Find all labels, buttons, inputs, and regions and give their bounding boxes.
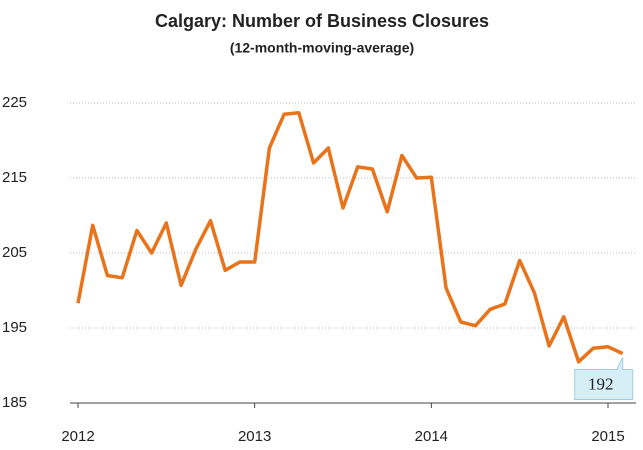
y-tick-label: 225 bbox=[2, 94, 27, 111]
x-tick-label: 2014 bbox=[415, 428, 448, 445]
y-tick-label: 215 bbox=[2, 169, 27, 186]
chart-title: Calgary: Number of Business Closures bbox=[155, 11, 489, 31]
y-tick-label: 195 bbox=[2, 319, 27, 336]
y-tick-label: 205 bbox=[2, 244, 27, 261]
y-tick-label: 185 bbox=[2, 394, 27, 411]
chart-subtitle: (12-month-moving-average) bbox=[230, 40, 414, 56]
callout-box bbox=[574, 357, 634, 400]
line bbox=[76, 111, 624, 364]
x-tick-label: 2012 bbox=[61, 428, 94, 445]
x-tick-label: 2013 bbox=[238, 428, 271, 445]
data-label: 192 bbox=[588, 374, 614, 393]
x-tick-label: 2015 bbox=[591, 428, 624, 445]
